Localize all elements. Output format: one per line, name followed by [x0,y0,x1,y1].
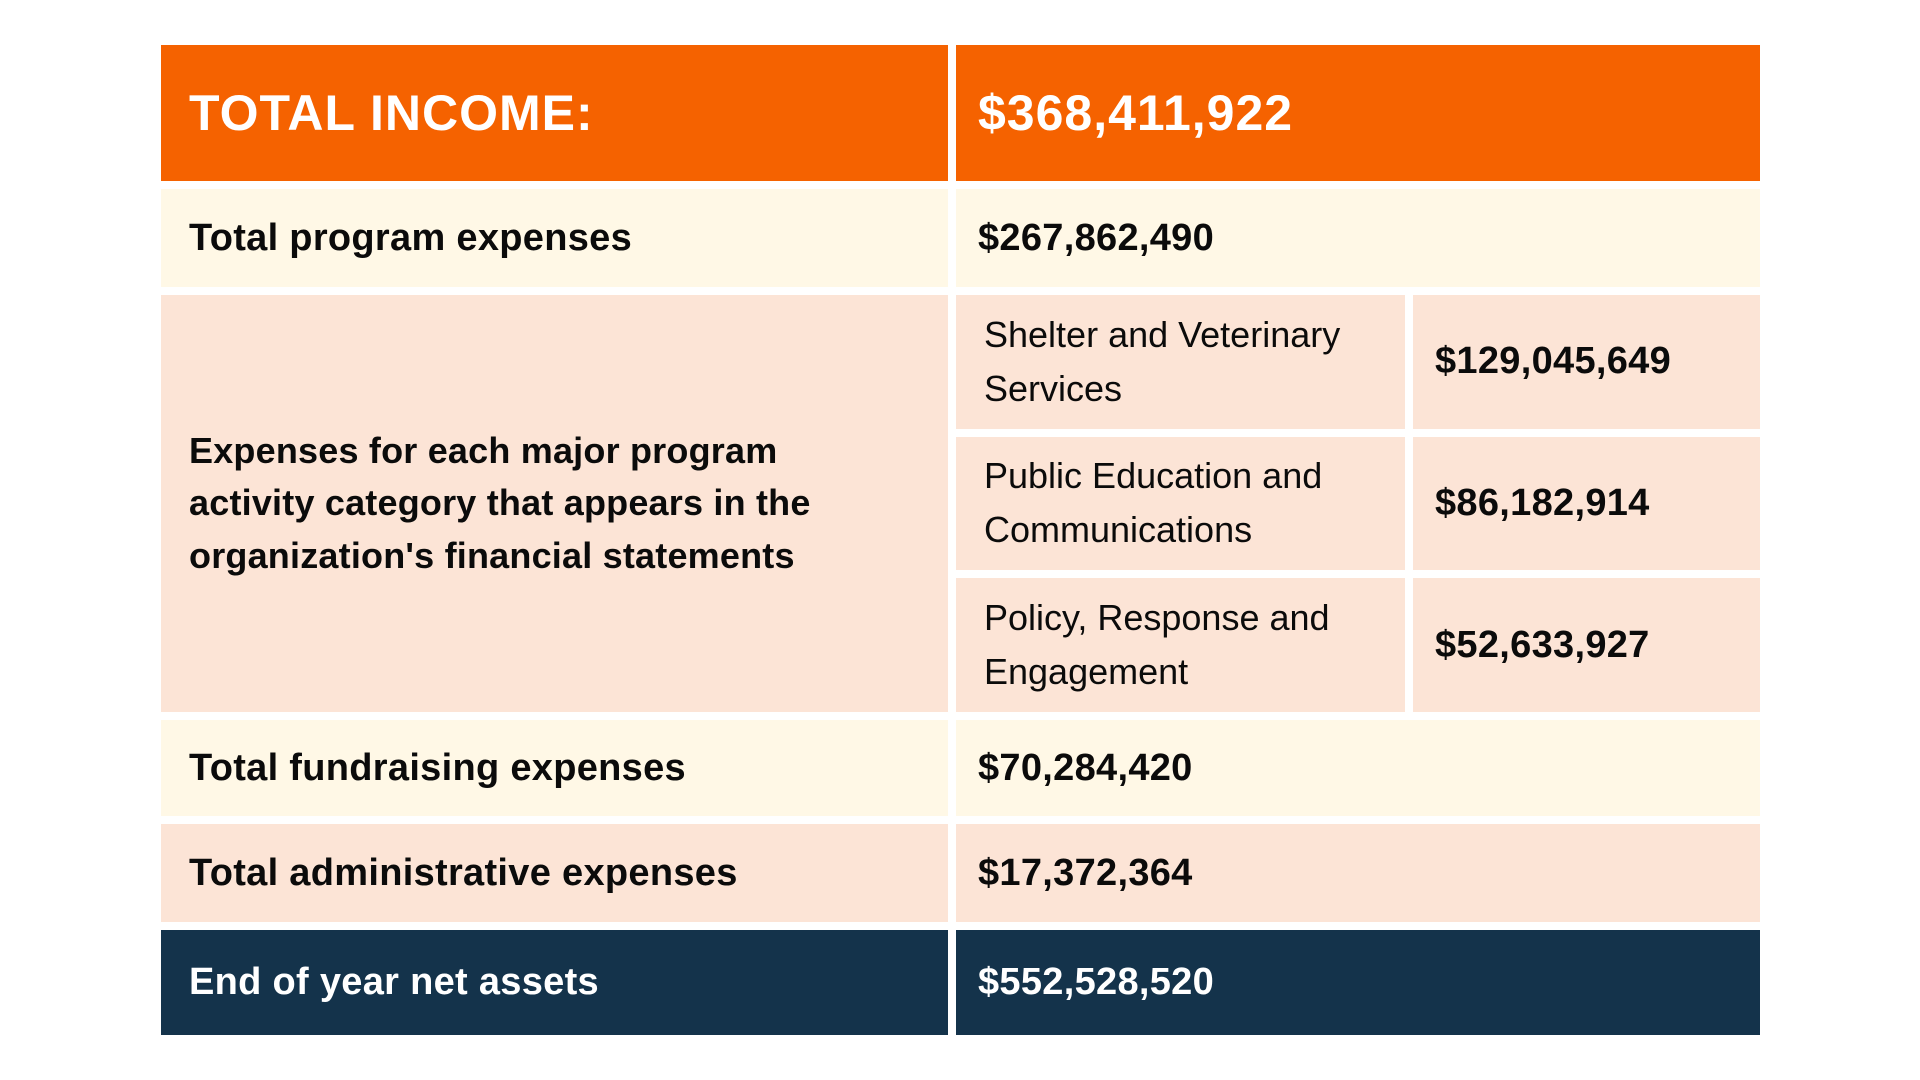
net-assets-label: End of year net assets [189,961,599,1003]
activity-shelter-value-cell: $129,045,649 [1413,295,1760,429]
administrative-expenses-value: $17,372,364 [978,851,1193,894]
program-expenses-value-cell: $267,862,490 [956,189,1760,287]
activity-row-public-education: Public Education and Communications $86,… [956,436,1760,571]
program-activities-breakdown: Shelter and Veterinary Services $129,045… [956,295,1760,712]
activity-shelter-label-cell: Shelter and Veterinary Services [956,295,1405,429]
activity-public-education-label: Public Education and Communications [984,455,1323,551]
program-expenses-label-cell: Total program expenses [161,189,948,287]
activity-policy-response-label: Policy, Response and Engagement [984,597,1330,693]
total-income-label: TOTAL INCOME: [189,85,594,141]
activity-shelter-label: Shelter and Veterinary Services [984,313,1341,409]
activity-policy-response-label-cell: Policy, Response and Engagement [956,578,1405,712]
administrative-expenses-value-cell: $17,372,364 [956,824,1760,922]
activity-public-education-value: $86,182,914 [1435,481,1650,524]
net-assets-label-cell: End of year net assets [161,930,948,1035]
program-activities-description: Expenses for each major program activity… [189,429,811,576]
financial-summary-table: TOTAL INCOME: $368,411,922 Total program… [161,45,1760,1035]
activity-public-education-value-cell: $86,182,914 [1413,436,1760,571]
program-expenses-label: Total program expenses [189,216,633,259]
administrative-expenses-label-cell: Total administrative expenses [161,824,948,922]
fundraising-expenses-value: $70,284,420 [978,746,1193,789]
fundraising-expenses-label-cell: Total fundraising expenses [161,720,948,816]
activity-row-shelter: Shelter and Veterinary Services $129,045… [956,295,1760,429]
total-income-label-cell: TOTAL INCOME: [161,45,948,181]
program-activities-description-cell: Expenses for each major program activity… [161,295,948,712]
net-assets-value: $552,528,520 [978,961,1215,1003]
activity-public-education-label-cell: Public Education and Communications [956,436,1405,571]
fundraising-expenses-label: Total fundraising expenses [189,746,686,789]
fundraising-expenses-value-cell: $70,284,420 [956,720,1760,816]
activity-policy-response-value-cell: $52,633,927 [1413,578,1760,712]
total-income-value: $368,411,922 [978,85,1294,141]
activity-shelter-value: $129,045,649 [1435,340,1672,383]
activity-policy-response-value: $52,633,927 [1435,623,1650,666]
activity-row-policy-response: Policy, Response and Engagement $52,633,… [956,578,1760,712]
program-expenses-value: $267,862,490 [978,216,1215,259]
administrative-expenses-label: Total administrative expenses [189,851,738,894]
net-assets-value-cell: $552,528,520 [956,930,1760,1035]
total-income-value-cell: $368,411,922 [956,45,1760,181]
